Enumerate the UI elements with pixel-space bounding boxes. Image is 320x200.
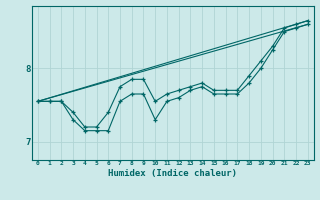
X-axis label: Humidex (Indice chaleur): Humidex (Indice chaleur) [108,169,237,178]
